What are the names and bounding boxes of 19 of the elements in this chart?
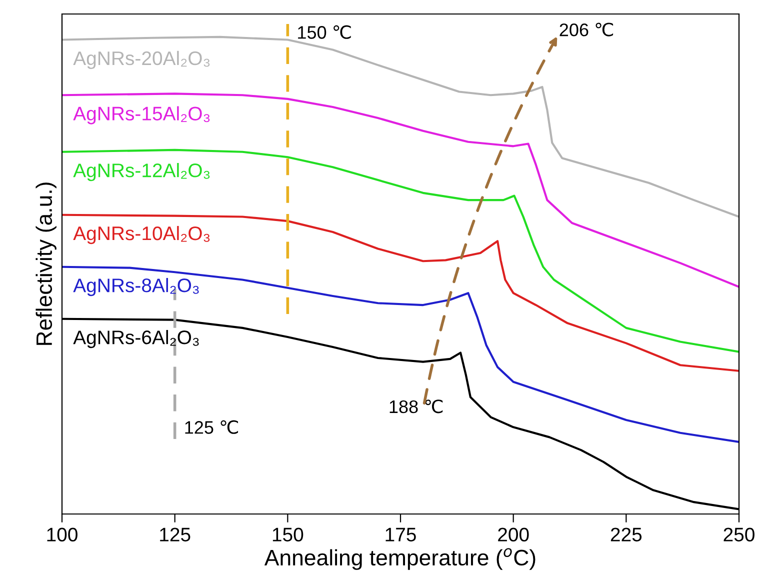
x-tick-label: 225 — [610, 528, 642, 542]
x-tick-label: 150 — [272, 528, 304, 542]
series-label: AgNRs-20Al₂O₃ — [73, 50, 210, 69]
x-tick-label: 175 — [386, 528, 416, 542]
annotation: 206 ℃ — [560, 22, 614, 36]
x-tick-label: 100 — [47, 528, 78, 542]
ref-line-label: 150 ℃ — [298, 25, 351, 39]
series-label: AgNRs-10Al₂O₃ — [73, 226, 210, 244]
x-tick-label: 125 — [160, 528, 190, 542]
x-tick-label: 250 — [724, 528, 754, 542]
series-label: AgNRs-12Al₂O₃ — [73, 162, 210, 182]
y-axis-title: Reflectivity (a.u.) — [36, 182, 56, 345]
series-label: AgNRs-8Al₂O₃ — [73, 278, 199, 296]
series-label: AgNRs-6Al₂O₃ — [73, 330, 199, 348]
series-label: AgNRs-15Al₂O₃ — [73, 106, 210, 124]
ref-line-label: 125 ℃ — [185, 420, 238, 434]
x-axis-title: Annealing temperature ($^{o}$C) — [264, 548, 536, 570]
annotation: 188 ℃ — [390, 400, 443, 414]
x-tick-label: 200 — [498, 528, 529, 542]
